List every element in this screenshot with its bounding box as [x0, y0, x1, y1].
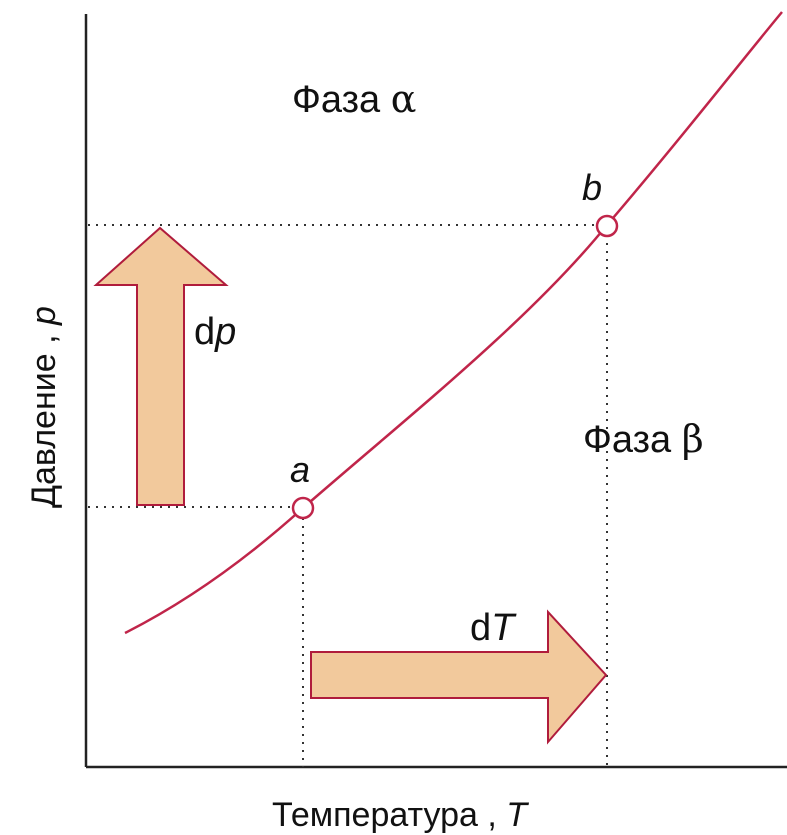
coexistence-curve [124, 11, 783, 635]
phase-beta-label: Фаза β [583, 417, 704, 461]
dT-label: dT [470, 607, 517, 649]
phase-alpha-label: Фаза α [292, 77, 416, 121]
y-axis-title: Давление , p [25, 306, 63, 508]
point-b-label: b [582, 167, 602, 208]
point-a-marker [291, 496, 315, 520]
point-a-label: a [290, 449, 310, 490]
point-b-marker [595, 214, 619, 238]
dp-label: dp [194, 311, 236, 353]
guide-lines [88, 224, 608, 767]
x-axis-title: Температура , T [272, 796, 529, 834]
dT-arrow [310, 609, 608, 745]
dp-arrow [93, 226, 229, 506]
